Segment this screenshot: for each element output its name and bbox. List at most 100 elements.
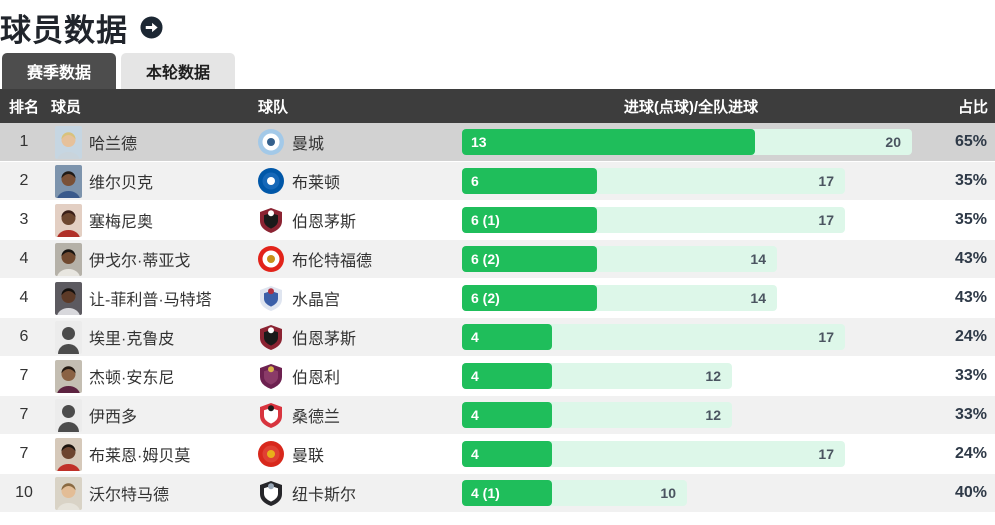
team-name[interactable]: 曼联 [292, 448, 325, 465]
column-header-player: 球员 [51, 98, 82, 116]
goals-bar-cell: 6 (2) 14 [462, 279, 920, 317]
goals-bar-cell: 13 20 [462, 123, 920, 161]
player-cell: 哈兰德 [48, 123, 258, 161]
goal-share-percent: 24% [954, 445, 987, 462]
team-goals-label: 14 [750, 251, 766, 267]
rank-value: 4 [19, 250, 29, 267]
goals-bar-cell: 4 12 [462, 396, 920, 434]
column-header-rank: 排名 [8, 98, 39, 116]
player-name[interactable]: 维尔贝克 [89, 175, 154, 192]
goal-share-percent: 65% [954, 133, 987, 150]
team-goals-label: 12 [705, 407, 721, 423]
player-goals-bar: 4 (1) [462, 480, 552, 506]
team-cell: 曼联 [258, 435, 462, 473]
player-name[interactable]: 伊西多 [89, 409, 138, 426]
player-name[interactable]: 伊戈尔·蒂亚戈 [89, 253, 191, 270]
team-goals-label: 17 [818, 329, 834, 345]
player-name[interactable]: 埃里·克鲁皮 [89, 331, 175, 348]
goals-bar-cell: 6 17 [462, 162, 920, 200]
column-header-share: 占比 [957, 98, 988, 116]
team-name[interactable]: 布莱顿 [292, 175, 341, 192]
team-cell: 布莱顿 [258, 162, 462, 200]
team-cell: 伯恩茅斯 [258, 318, 462, 356]
arrow-right-circle-icon[interactable] [140, 15, 163, 39]
team-cell: 伯恩茅斯 [258, 201, 462, 239]
goals-bar-cell: 6 (1) 17 [462, 201, 920, 239]
goal-share-percent: 43% [954, 250, 987, 267]
player-goals-bar: 6 [462, 168, 597, 194]
team-goals-bar: 6 (2) 14 [462, 285, 777, 311]
team-cell: 纽卡斯尔 [258, 474, 462, 512]
goal-share-percent: 24% [954, 328, 987, 345]
team-badge-icon [258, 402, 284, 428]
tab-round-data[interactable]: 本轮数据 [121, 53, 236, 89]
team-badge-icon [258, 363, 284, 389]
goal-share-percent: 43% [954, 289, 987, 306]
team-cell: 桑德兰 [258, 396, 462, 434]
team-badge-icon [258, 324, 284, 350]
team-badge-icon [258, 285, 284, 311]
team-goals-bar: 4 12 [462, 363, 732, 389]
player-avatar [55, 203, 82, 237]
player-name[interactable]: 沃尔特马德 [89, 487, 170, 504]
player-cell: 布莱恩·姆贝莫 [48, 435, 258, 473]
player-goals-label: 4 (1) [471, 485, 500, 501]
tab-season-data[interactable]: 赛季数据 [2, 53, 117, 89]
player-goals-label: 4 [471, 446, 479, 462]
team-name[interactable]: 水晶宫 [292, 292, 341, 309]
team-name[interactable]: 纽卡斯尔 [292, 487, 357, 504]
team-cell: 曼城 [258, 123, 462, 161]
goal-share-percent: 33% [954, 367, 987, 384]
tab-bar: 赛季数据 本轮数据 [0, 53, 995, 89]
table-header: 排名 球员 球队 进球(点球)/全队进球 占比 [0, 89, 995, 123]
team-badge-icon [258, 246, 284, 272]
team-name[interactable]: 伯恩茅斯 [292, 331, 357, 348]
team-goals-bar: 4 17 [462, 324, 845, 350]
team-goals-bar: 4 12 [462, 402, 732, 428]
player-avatar [55, 242, 82, 276]
page-title: 球员数据 [0, 12, 128, 48]
player-name[interactable]: 布莱恩·姆贝莫 [89, 448, 191, 465]
title-bar: 球员数据 [0, 0, 995, 50]
table-row: 1 哈兰德 曼城 13 20 65% [0, 123, 995, 162]
player-goals-bar: 4 [462, 363, 552, 389]
column-header-goals: 进球(点球)/全队进球 [623, 98, 759, 116]
team-goals-label: 17 [818, 446, 834, 462]
player-goals-label: 13 [471, 134, 487, 150]
player-goals-bar: 4 [462, 402, 552, 428]
team-goals-label: 20 [885, 134, 901, 150]
player-name[interactable]: 让-菲利普·马特塔 [89, 292, 212, 309]
team-goals-bar: 6 17 [462, 168, 845, 194]
table-row: 4 让-菲利普·马特塔 水晶宫 6 (2) 14 43% [0, 279, 995, 318]
player-cell: 维尔贝克 [48, 162, 258, 200]
team-badge-icon [258, 129, 284, 155]
player-avatar [55, 320, 82, 354]
table-row: 4 伊戈尔·蒂亚戈 布伦特福德 6 (2) 14 43% [0, 240, 995, 279]
goals-bar-cell: 4 17 [462, 318, 920, 356]
team-cell: 水晶宫 [258, 279, 462, 317]
rank-value: 6 [19, 328, 29, 345]
rank-value: 7 [19, 367, 29, 384]
team-name[interactable]: 伯恩利 [292, 370, 341, 387]
team-name[interactable]: 桑德兰 [292, 409, 341, 426]
team-name[interactable]: 伯恩茅斯 [292, 214, 357, 231]
team-name[interactable]: 曼城 [292, 136, 325, 153]
player-goals-bar: 13 [462, 129, 755, 155]
player-avatar [55, 437, 82, 471]
player-goals-label: 6 (2) [471, 290, 500, 306]
team-name[interactable]: 布伦特福德 [292, 253, 373, 270]
team-goals-bar: 4 17 [462, 441, 845, 467]
player-cell: 伊西多 [48, 396, 258, 434]
rank-value: 2 [19, 172, 29, 189]
team-badge-icon [258, 168, 284, 194]
player-name[interactable]: 塞梅尼奥 [89, 214, 154, 231]
player-name[interactable]: 哈兰德 [89, 136, 138, 153]
table-row: 10 沃尔特马德 纽卡斯尔 4 (1) 10 40% [0, 474, 995, 513]
player-name[interactable]: 杰顿·安东尼 [89, 370, 175, 387]
team-cell: 伯恩利 [258, 357, 462, 395]
player-avatar [55, 164, 82, 198]
goals-bar-cell: 6 (2) 14 [462, 240, 920, 278]
rank-value: 4 [19, 289, 29, 306]
team-cell: 布伦特福德 [258, 240, 462, 278]
team-goals-label: 17 [818, 173, 834, 189]
